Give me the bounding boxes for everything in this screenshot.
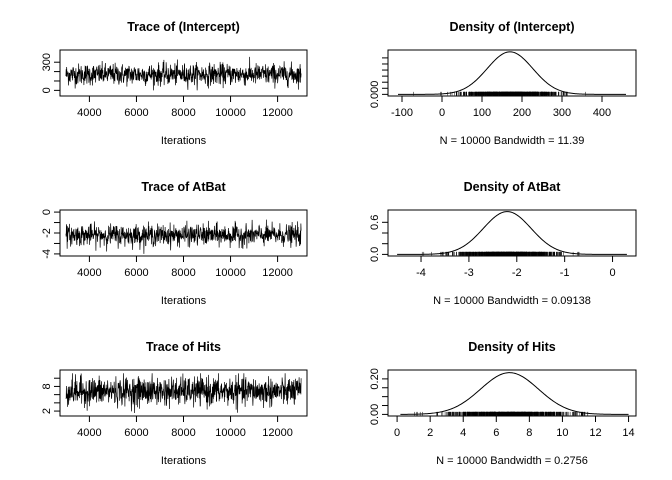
y-tick-label: -4: [41, 249, 53, 259]
x-tick-label: 10000: [215, 107, 246, 119]
x-axis: -100 0 100 200 300 400: [391, 96, 611, 119]
x-tick-label: -4: [416, 267, 426, 279]
x-axis: -4 -3 -2 -1 0: [416, 256, 616, 279]
x-tick-label: 6000: [124, 267, 148, 279]
y-tick-label: 0.20: [369, 368, 381, 389]
x-tick-label: 8000: [171, 427, 195, 439]
x-tick-label: 10000: [215, 267, 246, 279]
y-tick-label: 0.6: [369, 215, 381, 230]
x-tick-label: 10000: [215, 427, 246, 439]
panel-title: Density of (Intercept): [449, 20, 574, 34]
x-tick-label: -3: [464, 267, 474, 279]
y-tick-label: 300: [41, 53, 53, 71]
x-tick-label: -100: [391, 107, 413, 119]
panel-title: Density of AtBat: [464, 180, 562, 194]
y-axis: 0.00 0.20: [369, 368, 388, 425]
trace-line: [65, 219, 302, 254]
x-axis-label: N = 10000 Bandwidth = 11.39: [440, 135, 585, 147]
y-axis: 28: [41, 377, 60, 414]
x-axis: 4000 6000 8000 10000 12000: [77, 96, 293, 119]
panel-2: Density of (Intercept) -100 0 100 200 300 400 0…: [369, 20, 637, 147]
density-curve: [400, 372, 629, 415]
density-rug: [421, 251, 580, 256]
x-tick-label: 8000: [171, 107, 195, 119]
x-tick-label: 6000: [124, 427, 148, 439]
x-tick-label: -2: [512, 267, 522, 279]
y-tick-label: 2: [41, 408, 53, 414]
x-axis-label: Iterations: [161, 455, 207, 467]
y-tick-label: -2: [41, 228, 53, 238]
plot-frame: [387, 369, 637, 417]
x-tick-label: 12: [589, 427, 601, 439]
trace-line: [65, 373, 302, 413]
density-rug: [413, 91, 586, 96]
x-axis-label: N = 10000 Bandwidth = 0.09138: [433, 295, 591, 307]
x-tick-label: 4: [460, 427, 466, 439]
x-axis: 0 2 4 6 8 10 12 14: [394, 416, 635, 439]
y-tick-label: 0.0: [369, 247, 381, 262]
x-tick-label: 100: [473, 107, 491, 119]
y-tick-label: 0.00: [369, 404, 381, 425]
x-tick-label: 2: [427, 427, 433, 439]
density-curve: [398, 51, 626, 95]
trace-line: [65, 56, 302, 91]
x-tick-label: 8000: [171, 267, 195, 279]
plot-frame: [387, 209, 637, 257]
panel-6: Density of Hits 0 2 4 6 8 10 12 14 0.00 0.20 N = 10…: [369, 340, 637, 467]
x-tick-label: 10: [556, 427, 568, 439]
x-tick-label: 8: [526, 427, 532, 439]
x-tick-label: 14: [622, 427, 634, 439]
panel-1: Trace of (Intercept) 4000 6000 8000 10000 120…: [41, 20, 308, 147]
x-tick-label: 300: [553, 107, 571, 119]
x-tick-label: 6: [493, 427, 499, 439]
x-tick-label: 12000: [262, 107, 293, 119]
panel-title: Trace of (Intercept): [127, 20, 240, 34]
panel-3: Trace of AtBat 4000 6000 8000 10000 12000 -4 -2…: [41, 180, 308, 307]
y-tick-label: 8: [41, 383, 53, 389]
x-tick-label: 0: [439, 107, 445, 119]
y-axis: -4 -2 0: [41, 209, 60, 259]
panel-4: Density of AtBat -4 -3 -2 -1 0 0.0 0.6 N = 10000…: [369, 180, 637, 307]
y-axis: 0.0 0.6: [369, 215, 388, 262]
x-tick-label: 4000: [77, 107, 101, 119]
x-tick-label: 12000: [262, 427, 293, 439]
y-axis: 0 300: [41, 53, 60, 93]
y-tick-label: 0: [41, 209, 53, 215]
density-curve: [397, 211, 627, 255]
panel-title: Density of Hits: [468, 340, 556, 354]
y-axis: 0.000: [369, 57, 388, 109]
x-tick-label: 6000: [124, 107, 148, 119]
x-tick-label: 4000: [77, 427, 101, 439]
x-axis-label: Iterations: [161, 135, 207, 147]
x-tick-label: 0: [394, 427, 400, 439]
x-tick-label: -1: [560, 267, 570, 279]
panel-title: Trace of AtBat: [141, 180, 226, 194]
x-tick-label: 200: [513, 107, 531, 119]
x-tick-label: 0: [609, 267, 615, 279]
plot-frame: [387, 49, 637, 97]
x-axis: 4000 6000 8000 10000 12000: [77, 256, 293, 279]
y-tick-label: 0.000: [369, 81, 381, 109]
x-tick-label: 4000: [77, 267, 101, 279]
y-tick-label: 0: [41, 87, 53, 93]
x-tick-label: 12000: [262, 267, 293, 279]
x-tick-label: 400: [593, 107, 611, 119]
x-axis-label: Iterations: [161, 295, 207, 307]
x-axis: 4000 6000 8000 10000 12000: [77, 416, 293, 439]
density-rug: [414, 411, 589, 416]
x-axis-label: N = 10000 Bandwidth = 0.2756: [436, 455, 588, 467]
panel-title: Trace of Hits: [146, 340, 221, 354]
